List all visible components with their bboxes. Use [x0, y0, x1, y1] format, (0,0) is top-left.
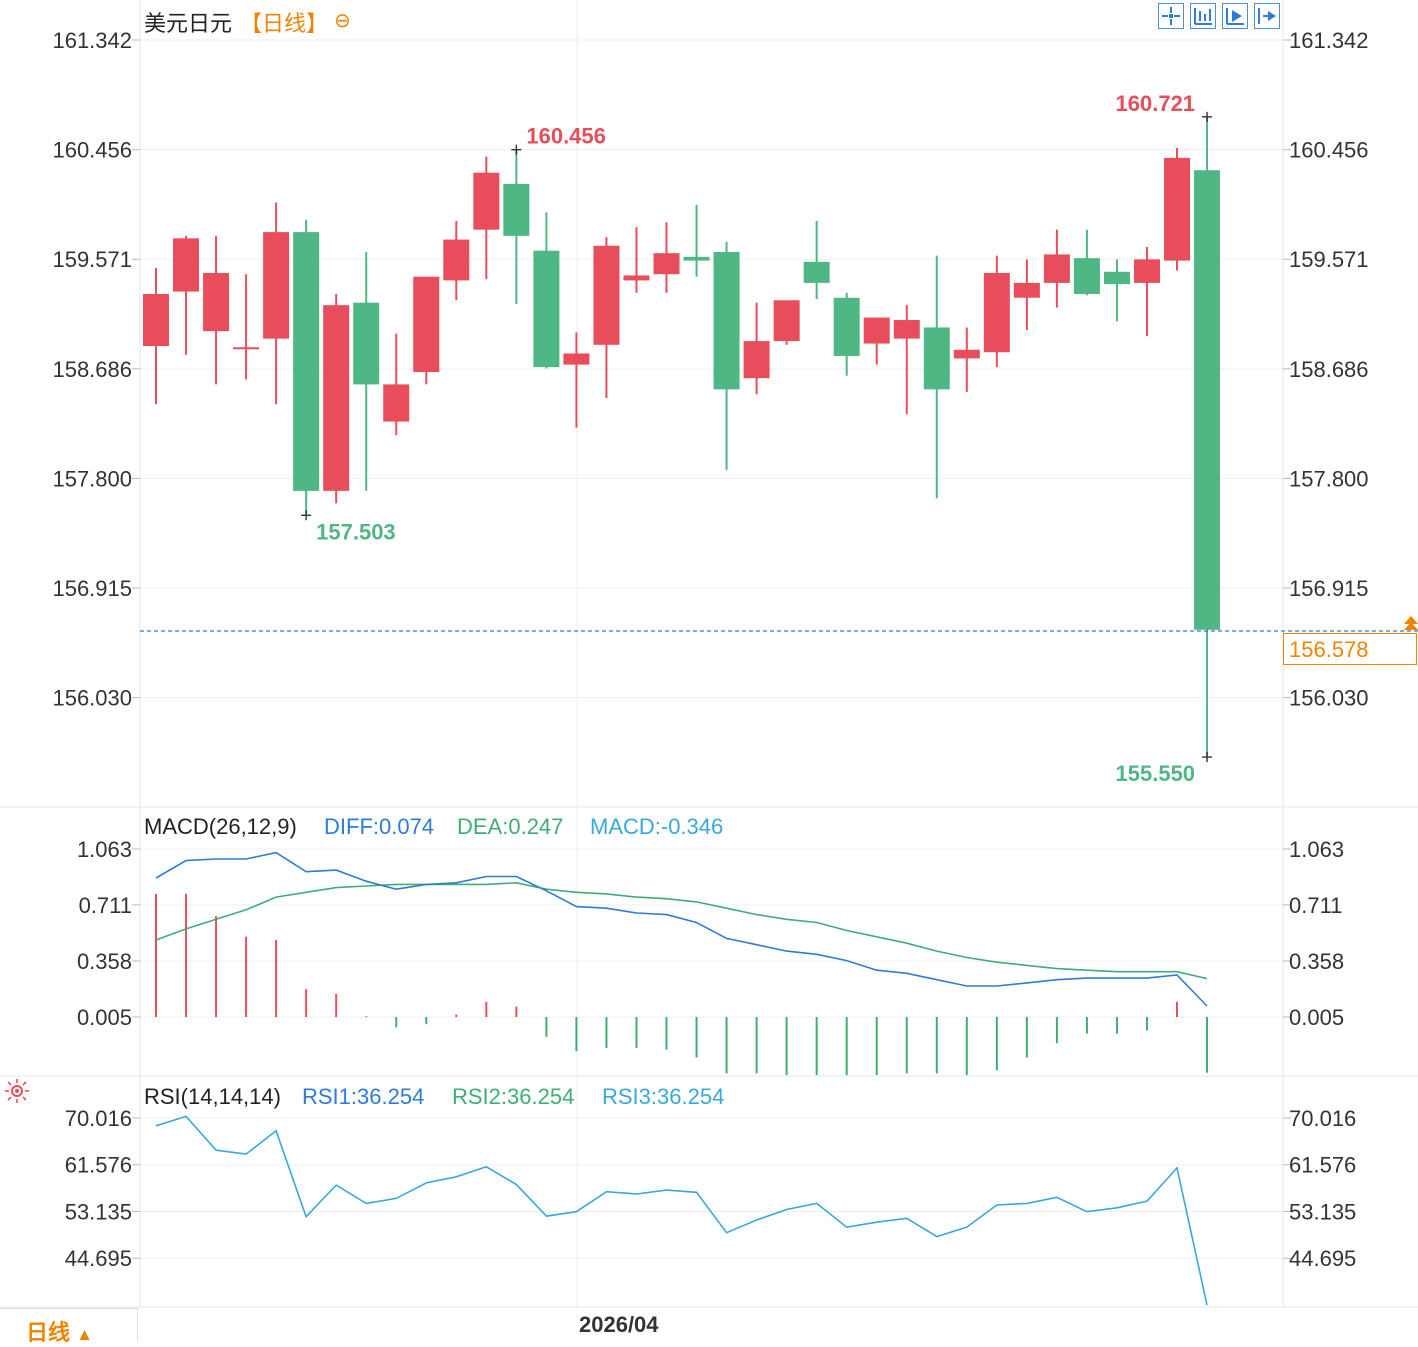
extreme-label: 160.456 [526, 124, 606, 149]
candle-body [773, 300, 800, 342]
candle-body [803, 261, 830, 283]
macd-right-label: 1.063 [1289, 837, 1344, 862]
period-label: 日线 [26, 1320, 71, 1345]
candle-body [1133, 259, 1160, 283]
period-arrow-icon: ▲ [76, 1325, 93, 1344]
macd-left-label: 0.358 [77, 949, 132, 974]
price-right-label: 160.456 [1289, 138, 1369, 163]
price-left-label: 156.915 [52, 576, 132, 601]
price-marker-icon [1404, 616, 1418, 630]
rsi-title: RSI(14,14,14) [144, 1084, 281, 1109]
chart-title: 美元日元 [144, 11, 233, 36]
price-left-label: 159.571 [52, 247, 132, 272]
rsi-left-label: 53.135 [65, 1199, 132, 1224]
candle-body [833, 297, 860, 356]
price-left-label: 158.686 [52, 357, 132, 382]
candle-body [173, 238, 200, 292]
candle-body [1164, 157, 1191, 261]
price-right-label: 158.686 [1289, 357, 1369, 382]
candle-body [473, 172, 500, 230]
candle-body [683, 256, 710, 261]
candle-body [353, 302, 380, 385]
candle-body [1013, 282, 1040, 298]
candle-body [263, 232, 290, 339]
rsi2-legend: RSI2:36.254 [452, 1084, 575, 1109]
candle-body [413, 276, 440, 373]
macd-left-label: 1.063 [77, 837, 132, 862]
candle-body [863, 317, 890, 344]
step-forward-icon[interactable] [1254, 3, 1280, 29]
extreme-label: 157.503 [316, 519, 396, 544]
candle-body [653, 253, 680, 275]
macd-title: MACD(26,12,9) [144, 814, 297, 839]
dea-line [155, 881, 1208, 980]
price-right-label: 159.571 [1289, 247, 1369, 272]
rsi-right-label: 61.576 [1289, 1153, 1356, 1178]
price-right-label: 156.915 [1289, 576, 1369, 601]
candle-body [383, 384, 410, 422]
candle-body [503, 183, 530, 236]
candle-body [143, 294, 169, 347]
price-right-label: 157.800 [1289, 466, 1369, 491]
macd-right-label: 0.005 [1289, 1005, 1344, 1030]
candle-body [1103, 271, 1130, 285]
x-axis-date: 2026/04 [579, 1312, 659, 1337]
collapse-icon[interactable]: ⊖ [334, 10, 351, 32]
candle-body [1043, 254, 1070, 283]
extreme-label: 160.721 [1116, 91, 1196, 116]
candle-body [1194, 170, 1221, 630]
macd-diff-legend: DIFF:0.074 [324, 814, 435, 839]
play-icon[interactable] [1222, 3, 1248, 29]
candle-body [1073, 258, 1100, 295]
candle-body [563, 353, 590, 365]
macd-right-label: 0.711 [1289, 893, 1342, 918]
rsi-left-label: 44.695 [65, 1246, 132, 1271]
current-price-tag: 156.578 [1283, 633, 1417, 665]
rsi-right-label: 53.135 [1289, 1199, 1356, 1224]
rsi-left-label: 61.576 [65, 1153, 132, 1178]
candle-body [593, 245, 620, 345]
macd-dea-legend: DEA:0.247 [457, 814, 564, 839]
candle-body [203, 272, 230, 332]
period-tag: 【日线】 [240, 11, 329, 36]
panel-borders [0, 0, 1418, 1308]
price-left-label: 160.456 [52, 138, 132, 163]
macd-value-legend: MACD:-0.346 [590, 814, 724, 839]
price-left-label: 161.342 [52, 28, 132, 53]
candle-body [323, 305, 350, 491]
candle-body [893, 320, 920, 339]
candle-body [443, 239, 470, 281]
candle-body [293, 232, 320, 491]
rsi1-legend: RSI1:36.254 [302, 1084, 425, 1109]
macd-left-label: 0.711 [79, 893, 132, 918]
settings-sun-icon[interactable] [5, 1079, 29, 1103]
extreme-label: 155.550 [1116, 761, 1196, 786]
price-left-label: 157.800 [52, 466, 132, 491]
rsi-right-label: 70.016 [1289, 1106, 1356, 1131]
macd-left-label: 0.005 [77, 1005, 132, 1030]
price-right-label: 161.342 [1289, 28, 1369, 53]
macd-right-label: 0.358 [1289, 949, 1344, 974]
candle-body [713, 251, 740, 390]
bar-chart-icon[interactable] [1190, 3, 1216, 29]
crosshair-icon[interactable] [1158, 3, 1184, 29]
rsi-right-label: 44.695 [1289, 1246, 1356, 1271]
candle-body [623, 275, 650, 281]
rsi-left-label: 70.016 [65, 1106, 132, 1131]
candle-body [533, 250, 560, 368]
price-right-label: 156.030 [1289, 686, 1369, 711]
period-button[interactable]: 日线 ▲ [0, 1308, 138, 1345]
candle-body [743, 341, 770, 379]
price-left-label: 156.030 [52, 686, 132, 711]
rsi3-legend: RSI3:36.254 [602, 1084, 725, 1109]
rsi-line [155, 1115, 1208, 1306]
candle-body [983, 272, 1010, 353]
candle-body [923, 327, 950, 390]
diff-line [155, 851, 1208, 1007]
candle-body [233, 347, 260, 350]
candle-body [953, 349, 980, 359]
